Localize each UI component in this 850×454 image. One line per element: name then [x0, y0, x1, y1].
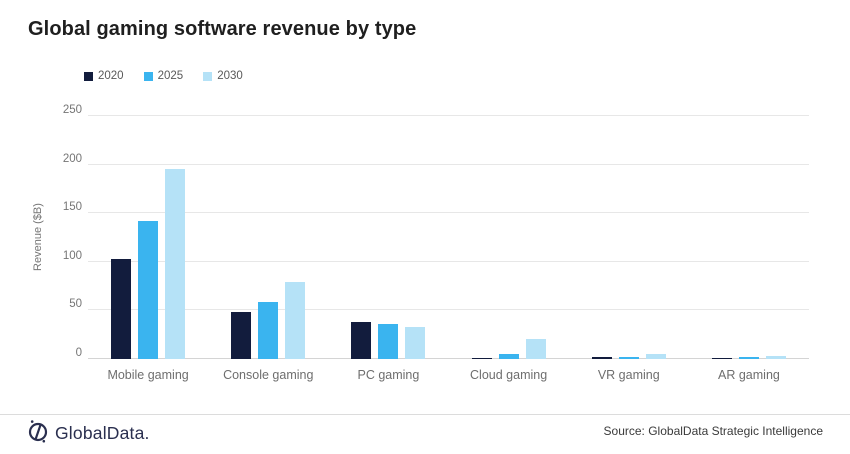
bar-group-mobile-gaming: [88, 116, 208, 359]
bar-2020-console-gaming: [231, 312, 252, 359]
bar-group-pc-gaming: [328, 116, 448, 359]
globaldata-compass-icon: [27, 419, 49, 448]
brand-wordmark: GlobalData.: [55, 423, 150, 443]
y-tick-0: 0: [75, 347, 82, 359]
footer-divider: [0, 414, 850, 415]
y-tick-100: 100: [62, 249, 82, 262]
x-label-ar-gaming: AR gaming: [718, 368, 780, 382]
x-axis-labels: Mobile gaming Console gaming PC gaming Clou…: [88, 368, 809, 382]
source-attribution: Source: GlobalData Strategic Intelligenc…: [603, 424, 823, 438]
x-label-console-gaming: Console gaming: [223, 368, 314, 382]
y-axis-ticks: 0 50 100 150 200 250: [0, 104, 82, 359]
x-label-cloud-gaming: Cloud gaming: [470, 368, 548, 382]
gridline-50: [88, 309, 809, 311]
bar-2030-cloud-gaming: [525, 338, 546, 359]
legend-swatch-2025: [143, 71, 153, 81]
legend-label-2020: 2020: [98, 70, 124, 82]
x-label-mobile-gaming: Mobile gaming: [107, 368, 189, 382]
legend-label-2030: 2030: [217, 70, 243, 82]
gridline-150: [88, 212, 809, 214]
bar-group-console-gaming: [208, 116, 328, 359]
bar-2020-vr-gaming: [591, 357, 612, 359]
bar-group-vr-gaming: [569, 116, 689, 359]
x-label-pc-gaming: PC gaming: [357, 368, 420, 382]
gridline-250: [88, 115, 809, 116]
bar-2030-pc-gaming: [405, 326, 426, 359]
bar-2025-ar-gaming: [738, 356, 759, 359]
bar-2020-cloud-gaming: [471, 358, 492, 359]
y-tick-200: 200: [62, 152, 82, 165]
bar-2030-console-gaming: [285, 282, 306, 359]
legend-item-2020: 2020: [84, 70, 124, 82]
gridline-200: [88, 163, 809, 165]
bar-2025-pc-gaming: [378, 324, 399, 359]
bar-2025-console-gaming: [258, 301, 279, 359]
chart-legend: 2020 2025 2030: [84, 70, 243, 82]
bar-2030-mobile-gaming: [165, 169, 186, 359]
legend-swatch-2020: [84, 71, 93, 81]
gridline-0: [88, 358, 809, 359]
legend-item-2030: 2030: [203, 70, 243, 82]
legend-label-2025: 2025: [157, 70, 184, 82]
bar-group-ar-gaming: [689, 116, 809, 359]
bar-groups: [88, 116, 809, 359]
bar-2025-vr-gaming: [618, 356, 639, 359]
bar-group-cloud-gaming: [449, 116, 569, 359]
bar-2030-vr-gaming: [645, 354, 666, 359]
bar-2030-ar-gaming: [765, 356, 786, 359]
y-tick-250: 250: [62, 104, 82, 116]
bar-2025-mobile-gaming: [138, 220, 159, 359]
x-label-vr-gaming: VR gaming: [597, 368, 660, 382]
bar-2020-pc-gaming: [351, 322, 372, 359]
bar-2025-cloud-gaming: [498, 354, 519, 359]
bar-2020-mobile-gaming: [111, 258, 132, 359]
legend-item-2025: 2025: [143, 70, 184, 82]
y-tick-50: 50: [69, 298, 82, 311]
bar-2020-ar-gaming: [711, 357, 732, 359]
legend-swatch-2030: [203, 71, 213, 81]
plot-area: [88, 115, 809, 359]
chart-title: Global gaming software revenue by type: [28, 18, 417, 40]
footer-brand: GlobalData.: [27, 419, 150, 448]
y-tick-150: 150: [62, 201, 82, 214]
gridline-100: [88, 260, 809, 262]
